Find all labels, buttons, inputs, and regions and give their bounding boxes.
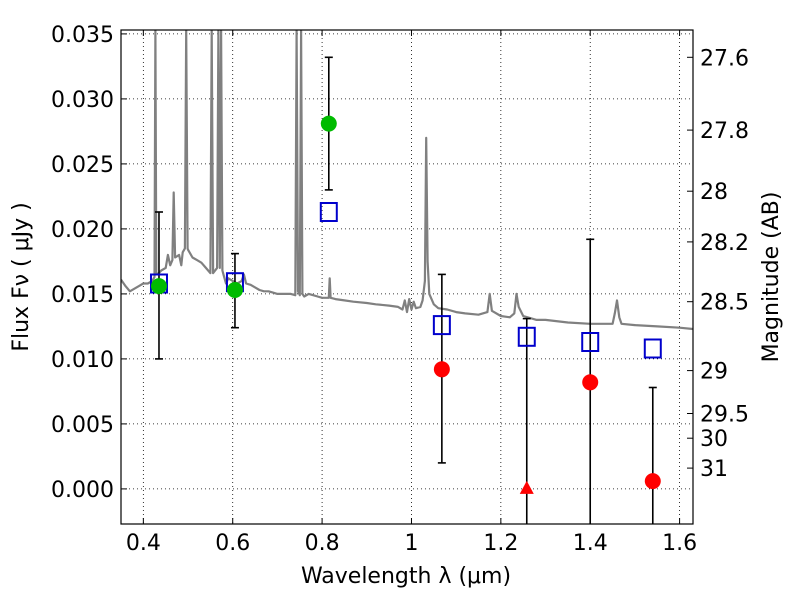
x-tick-layer: 0.4 0.6 0.8 1 1.2 1.4 1.6 [126,30,697,556]
observed-flux-point [644,473,661,490]
observed-flux-point [582,374,599,391]
y-tick-label: 0.005 [51,413,114,438]
right-axis-label: Magnitude (AB) [759,192,784,363]
y-tick-label: 0.035 [51,23,114,48]
y-tick-label: 0.015 [51,283,114,308]
x-tick-label: 1.6 [662,531,697,556]
right-tick-label: 29.5 [700,403,749,428]
model-flux-square [643,338,662,359]
right-tick-label: 31 [700,457,728,482]
right-tick-label: 28 [700,180,728,205]
y-tick-label: 0.020 [51,218,114,243]
y-tick-label: 0.025 [51,153,114,178]
x-tick-label: 0.6 [215,531,250,556]
grid-lines [121,30,693,524]
observed-flux-point [433,361,450,378]
right-tick-layer: 27.6 27.8 28 28.2 28.5 29 29.530 31 [687,46,749,482]
x-tick-label: 0.4 [126,531,161,556]
model-point-layer [149,202,662,359]
observed-flux-point [226,282,243,298]
right-tick-label: 30 [700,427,728,452]
right-tick-label: 28.5 [700,291,749,316]
right-tick-label: 27.8 [700,119,749,144]
model-flux-square [319,202,338,222]
observed-flux-point [320,115,337,132]
model-spectrum-line [121,30,693,331]
x-tick-label: 1.4 [573,531,608,556]
right-tick-label: 27.6 [700,46,749,71]
right-tick-label: 29 [700,360,728,385]
y-tick-label: 0.000 [51,478,114,503]
x-axis-label: Wavelength λ (μm) [301,564,511,589]
y-tick-label: 0.030 [51,88,114,113]
observed-point-layer [150,115,661,494]
observed-flux-point [150,278,167,295]
x-tick-label: 1 [404,531,418,556]
model-flux-square [517,326,536,347]
spectrum-layer [121,30,693,331]
model-flux-square [581,332,600,352]
y-axis-label: Flux Fν ( μJy ) [9,202,34,351]
plot-frame [120,29,694,525]
y-tick-layer: 0.000 0.005 0.010 0.015 0.020 0.025 0.030 0.035 [51,23,127,503]
right-tick-label: 28.2 [700,231,749,256]
model-flux-square [432,315,451,336]
x-tick-label: 0.8 [305,531,340,556]
y-tick-label: 0.010 [51,348,114,373]
upper-limit-triangle [519,480,534,494]
x-tick-label: 1.2 [483,531,518,556]
